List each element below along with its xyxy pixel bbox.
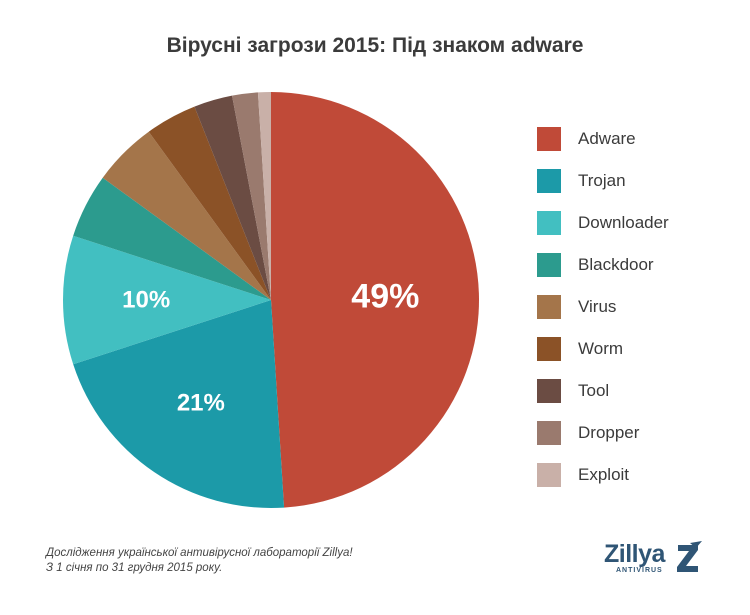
footnote: Дослідження української антивірусної лаб… xyxy=(46,546,353,576)
zillya-logo: Zillya ANTIVIRUS xyxy=(604,540,704,580)
pie-slice-trojan xyxy=(73,300,285,509)
legend-label: Tool xyxy=(578,381,610,400)
legend-label: Blackdoor xyxy=(578,255,654,274)
legend-label: Dropper xyxy=(578,423,640,442)
legend-swatch xyxy=(537,463,561,487)
legend-item-tool: Tool xyxy=(537,370,669,412)
pie-data-label-downloader: 10% xyxy=(122,287,170,314)
legend-label: Trojan xyxy=(578,171,626,190)
pie-slice-virus xyxy=(102,131,272,300)
zillya-subtitle: ANTIVIRUS xyxy=(616,567,663,574)
legend-swatch xyxy=(537,127,561,151)
pie-slice-tool xyxy=(194,95,271,300)
legend-label: Downloader xyxy=(578,213,669,232)
footnote-line-2: З 1 січня по 31 грудня 2015 року. xyxy=(46,562,223,574)
legend-item-dropper: Dropper xyxy=(537,412,669,454)
legend-swatch xyxy=(537,379,561,403)
legend-label: Adware xyxy=(578,129,636,148)
footnote-line-1: Дослідження української антивірусної лаб… xyxy=(46,547,353,559)
legend-swatch xyxy=(537,295,561,319)
legend-swatch xyxy=(537,169,561,193)
legend-item-downloader: Downloader xyxy=(537,202,669,244)
legend-label: Worm xyxy=(578,339,624,358)
legend-item-worm: Worm xyxy=(537,328,669,370)
legend-swatch xyxy=(537,421,561,445)
legend-item-adware: Adware xyxy=(537,118,669,160)
legend-item-blackdoor: Blackdoor xyxy=(537,244,669,286)
legend-item-exploit: Exploit xyxy=(537,454,669,496)
legend-item-virus: Virus xyxy=(537,286,669,328)
zillya-wordmark: Zillya xyxy=(604,540,665,568)
legend-swatch xyxy=(537,253,561,277)
chart-title: Вірусні загрози 2015: Під знаком adware xyxy=(166,34,584,57)
legend-label: Exploit xyxy=(578,465,630,484)
zillya-logo-mark xyxy=(677,541,702,572)
pie-slice-adware xyxy=(271,92,480,508)
pie-slice-downloader xyxy=(62,235,271,365)
pie-slice-blackdoor xyxy=(73,177,272,300)
chart-legend: Adware Trojan Downloader Blackdoor Virus Worm… xyxy=(537,118,669,496)
pie-slice-worm xyxy=(148,106,271,300)
legend-swatch xyxy=(537,211,561,235)
legend-label: Virus xyxy=(578,297,617,316)
pie-data-label-adware: 49% xyxy=(351,277,419,315)
legend-item-trojan: Trojan xyxy=(537,160,669,202)
legend-swatch xyxy=(537,337,561,361)
pie-slice-exploit xyxy=(257,92,271,300)
pie-data-label-trojan: 21% xyxy=(177,390,225,417)
pie-slice-dropper xyxy=(232,92,271,301)
